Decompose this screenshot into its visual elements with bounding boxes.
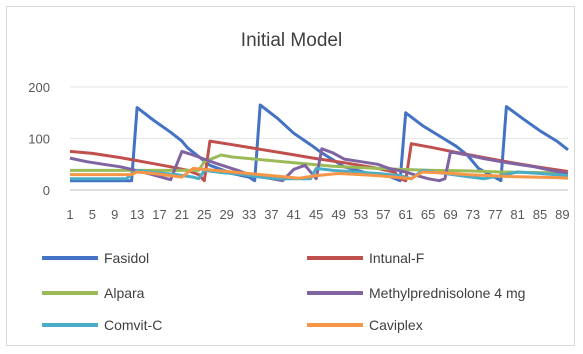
- x-tick-label: 77: [488, 207, 502, 222]
- legend-label: Comvit-C: [104, 317, 163, 333]
- gridlines: [70, 86, 568, 191]
- x-tick-label: 25: [197, 207, 211, 222]
- legend-label: Methylprednisolone 4 mg: [369, 285, 526, 301]
- x-tick-label: 69: [443, 207, 457, 222]
- x-tick-label: 81: [510, 207, 524, 222]
- x-tick-label: 17: [152, 207, 166, 222]
- legend-swatch: [42, 323, 98, 327]
- y-tick-label: 200: [28, 80, 50, 95]
- x-axis-ticks: 1 5 9 13 17 21 25 29 33 37 41 45 49 53 57 61 65 69 73 77 81 8…: [66, 207, 569, 222]
- legend-label: Caviplex: [369, 317, 423, 333]
- x-tick-label: 53: [354, 207, 368, 222]
- series-line-4: [69, 147, 569, 183]
- x-tick-label: 73: [466, 207, 480, 222]
- x-tick-label: 89: [555, 207, 569, 222]
- x-tick-label: 37: [264, 207, 278, 222]
- x-tick-label: 1: [66, 207, 73, 222]
- y-tick-label: 0: [43, 183, 50, 198]
- x-tick-label: 41: [287, 207, 301, 222]
- legend-swatch: [307, 323, 363, 327]
- legend-swatch: [42, 291, 98, 295]
- x-tick-label: 61: [398, 207, 412, 222]
- x-tick-label: 21: [175, 207, 189, 222]
- series-lines: [69, 103, 569, 183]
- x-tick-label: 49: [331, 207, 345, 222]
- legend-swatch: [42, 256, 98, 260]
- x-tick-label: 29: [219, 207, 233, 222]
- legend-swatch: [307, 256, 363, 260]
- x-tick-label: 85: [533, 207, 547, 222]
- legend-swatch: [307, 291, 363, 295]
- y-tick-label: 100: [28, 132, 50, 147]
- legend-label: Intunal-F: [369, 250, 425, 266]
- series-line-6: [70, 166, 569, 181]
- x-tick-label: 57: [376, 207, 390, 222]
- x-tick-label: 9: [111, 207, 118, 222]
- x-tick-label: 45: [309, 207, 323, 222]
- y-axis-ticks: 0 100 200: [28, 80, 50, 198]
- legend-label: Alpara: [104, 285, 145, 301]
- x-tick-label: 5: [89, 207, 96, 222]
- legend-label: Fasidol: [104, 250, 150, 266]
- x-tick-label: 13: [130, 207, 144, 222]
- x-tick-label: 33: [242, 207, 256, 222]
- x-tick-label: 65: [421, 207, 435, 222]
- chart-title: Initial Model: [240, 30, 343, 51]
